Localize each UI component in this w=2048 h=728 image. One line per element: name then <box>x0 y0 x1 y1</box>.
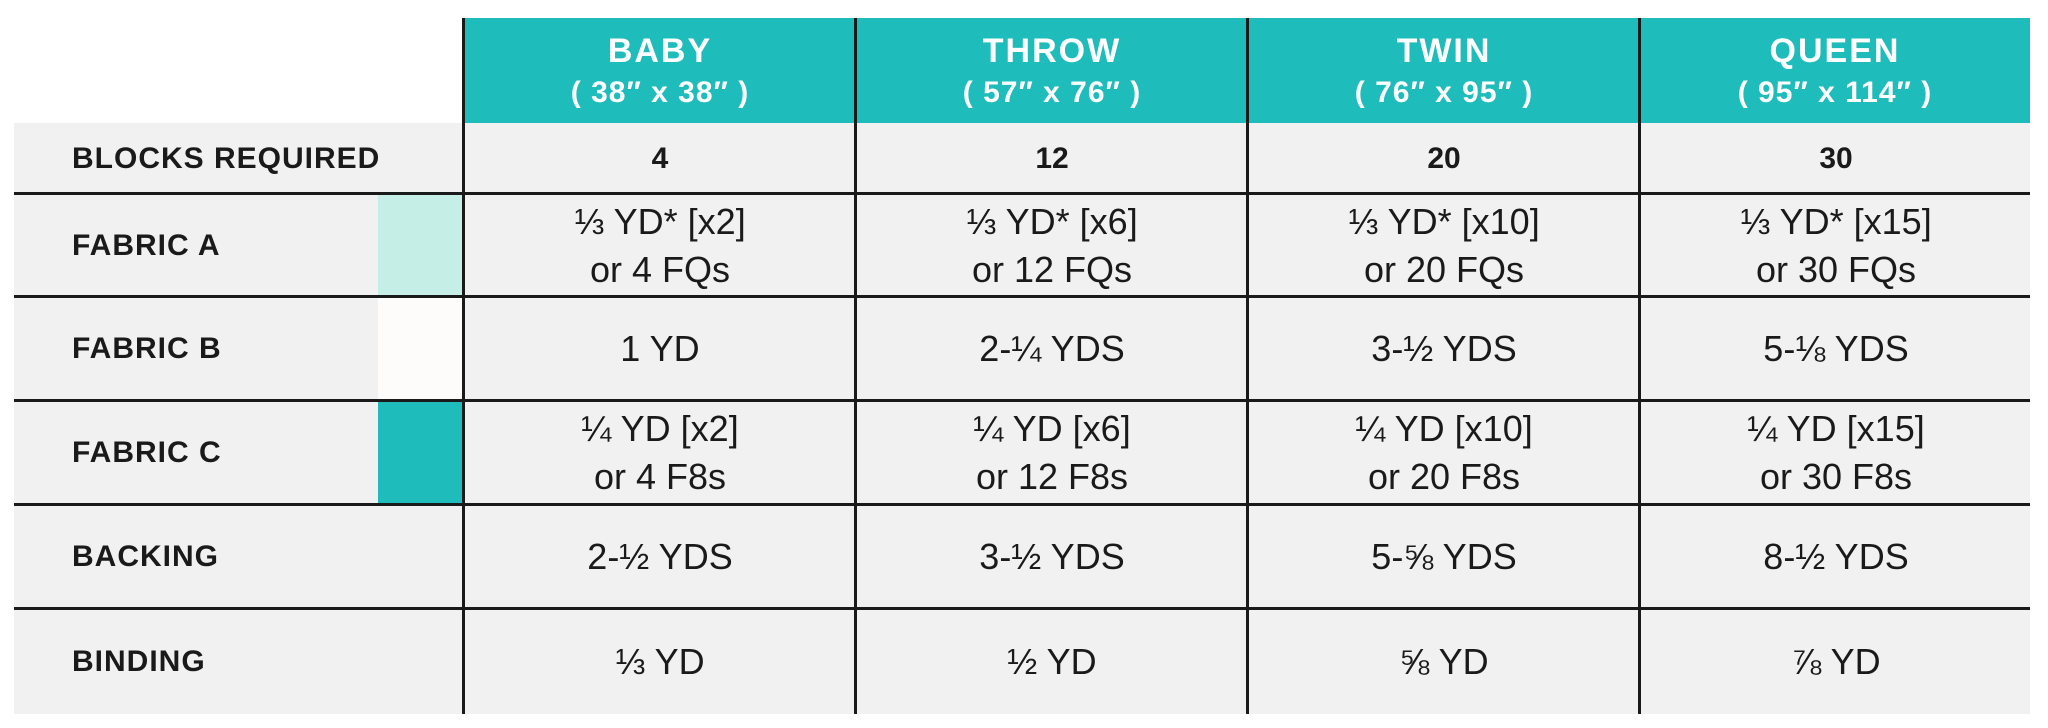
grid-line-vertical <box>1246 18 1249 714</box>
cell-line: 12 <box>1035 141 1069 175</box>
cell-line: 2-½ YDS <box>587 536 733 577</box>
column-size-dimensions: ( 57″ x 76″ ) <box>962 75 1142 109</box>
fabric-requirements-table: BABY ( 38″ x 38″ ) THROW ( 57″ x 76″ ) T… <box>14 18 2030 714</box>
grid-line-vertical <box>854 18 857 714</box>
cell-line: ½ YD <box>1007 640 1097 682</box>
table-cell-twin: 20 <box>1248 123 1640 194</box>
table-cell-twin: ⅝ YD <box>1248 609 1640 714</box>
table-cell-twin: ¼ YD [x10] or 20 F8s <box>1248 401 1640 505</box>
cell-line: or 4 F8s <box>593 456 727 497</box>
fabric-a-swatch <box>378 194 464 297</box>
row-label: BLOCKS REQUIRED <box>72 141 381 175</box>
table-row-blocks-required: BLOCKS REQUIRED 4 12 20 30 <box>14 123 2030 194</box>
column-header-baby: BABY ( 38″ x 38″ ) <box>464 18 856 123</box>
row-label: FABRIC A <box>72 228 221 262</box>
row-label: FABRIC B <box>72 332 222 365</box>
table-cell-queen: 8-½ YDS <box>1640 505 2032 609</box>
cell-line: ¼ YD [x10] <box>1355 408 1533 449</box>
table-cell-throw: ¼ YD [x6] or 12 F8s <box>856 401 1248 505</box>
table-cell-twin: ⅓ YD* [x10] or 20 FQs <box>1248 194 1640 297</box>
column-size-name: QUEEN <box>1769 31 1901 70</box>
table-cell-baby: 2-½ YDS <box>464 505 856 609</box>
column-size-dimensions: ( 76″ x 95″ ) <box>1354 75 1534 109</box>
column-size-name: THROW <box>982 31 1122 70</box>
table-cell-throw: ⅓ YD* [x6] or 12 FQs <box>856 194 1248 297</box>
table-cell-baby: 1 YD <box>464 297 856 401</box>
table-row-fabric-c: FABRIC C ¼ YD [x2] or 4 F8s ¼ YD [x6] or… <box>14 401 2030 505</box>
cell-line: or 12 F8s <box>975 456 1129 497</box>
cell-line: or 4 FQs <box>589 248 731 290</box>
cell-line: 3-½ YDS <box>979 536 1125 577</box>
table-cell-queen: 30 <box>1640 123 2032 194</box>
row-label: FABRIC C <box>72 436 222 469</box>
fabric-b-swatch <box>378 297 464 401</box>
grid-line-horizontal <box>14 607 2030 610</box>
cell-line: or 30 FQs <box>1755 248 1917 290</box>
column-size-name: BABY <box>607 31 713 70</box>
table-cell-queen: 5-⅛ YDS <box>1640 297 2032 401</box>
cell-line: 4 <box>651 141 669 175</box>
fabric-c-swatch <box>378 401 464 505</box>
table-row-backing: BACKING 2-½ YDS 3-½ YDS 5-⅝ YDS 8-½ YDS <box>14 505 2030 609</box>
table-cell-twin: 3-½ YDS <box>1248 297 1640 401</box>
grid-line-horizontal <box>14 192 2030 195</box>
column-size-dimensions: ( 38″ x 38″ ) <box>570 75 750 109</box>
grid-line-vertical <box>1638 18 1641 714</box>
cell-line: or 20 FQs <box>1363 248 1525 290</box>
table-cell-baby: ⅓ YD <box>464 609 856 714</box>
column-header-twin: TWIN ( 76″ x 95″ ) <box>1248 18 1640 123</box>
column-header-queen: QUEEN ( 95″ x 114″ ) <box>1640 18 2030 123</box>
grid-line-horizontal <box>14 295 2030 298</box>
grid-line-vertical <box>462 18 465 714</box>
cell-line: ⅓ YD <box>615 640 705 682</box>
cell-line: ⅓ YD* [x10] <box>1348 200 1540 242</box>
cell-line: ⅞ YD <box>1791 640 1881 682</box>
cell-line: 1 YD <box>620 328 700 369</box>
cell-line: ⅝ YD <box>1399 640 1489 682</box>
cell-line: 8-½ YDS <box>1763 536 1909 577</box>
table-row-fabric-b: FABRIC B 1 YD 2-¼ YDS 3-½ YDS 5-⅛ YDS <box>14 297 2030 401</box>
cell-line: ⅓ YD* [x6] <box>966 200 1138 242</box>
cell-line: or 12 FQs <box>971 248 1133 290</box>
table-cell-queen: ⅓ YD* [x15] or 30 FQs <box>1640 194 2032 297</box>
column-header-throw: THROW ( 57″ x 76″ ) <box>856 18 1248 123</box>
cell-line: or 20 F8s <box>1367 456 1521 497</box>
column-size-name: TWIN <box>1396 31 1492 70</box>
grid-line-horizontal <box>14 399 2030 402</box>
table-cell-queen: ¼ YD [x15] or 30 F8s <box>1640 401 2032 505</box>
table-cell-throw: 3-½ YDS <box>856 505 1248 609</box>
column-size-dimensions: ( 95″ x 114″ ) <box>1737 75 1933 109</box>
table-cell-baby: ⅓ YD* [x2] or 4 FQs <box>464 194 856 297</box>
cell-line: 3-½ YDS <box>1371 328 1517 369</box>
cell-line: ¼ YD [x2] <box>581 408 739 449</box>
table-cell-throw: 12 <box>856 123 1248 194</box>
cell-line: ¼ YD [x15] <box>1747 408 1925 449</box>
cell-line: 5-⅛ YDS <box>1763 328 1909 369</box>
cell-line: 2-¼ YDS <box>979 328 1125 369</box>
table-cell-baby: 4 <box>464 123 856 194</box>
table-row-binding: BINDING ⅓ YD ½ YD ⅝ YD ⅞ YD <box>14 609 2030 714</box>
grid-line-horizontal <box>14 503 2030 506</box>
table-cell-throw: ½ YD <box>856 609 1248 714</box>
cell-line: 20 <box>1427 141 1461 175</box>
table-cell-throw: 2-¼ YDS <box>856 297 1248 401</box>
cell-line: ⅓ YD* [x2] <box>574 200 746 242</box>
cell-line: or 30 F8s <box>1759 456 1913 497</box>
row-label: BACKING <box>72 540 219 573</box>
table-row-fabric-a: FABRIC A ⅓ YD* [x2] or 4 FQs ⅓ YD* [x6] … <box>14 194 2030 297</box>
cell-line: ¼ YD [x6] <box>973 408 1131 449</box>
row-label: BINDING <box>72 644 206 678</box>
cell-line: ⅓ YD* [x15] <box>1740 200 1932 242</box>
table-cell-twin: 5-⅝ YDS <box>1248 505 1640 609</box>
cell-line: 5-⅝ YDS <box>1371 536 1517 577</box>
table-cell-baby: ¼ YD [x2] or 4 F8s <box>464 401 856 505</box>
table-cell-queen: ⅞ YD <box>1640 609 2032 714</box>
cell-line: 30 <box>1819 141 1853 175</box>
